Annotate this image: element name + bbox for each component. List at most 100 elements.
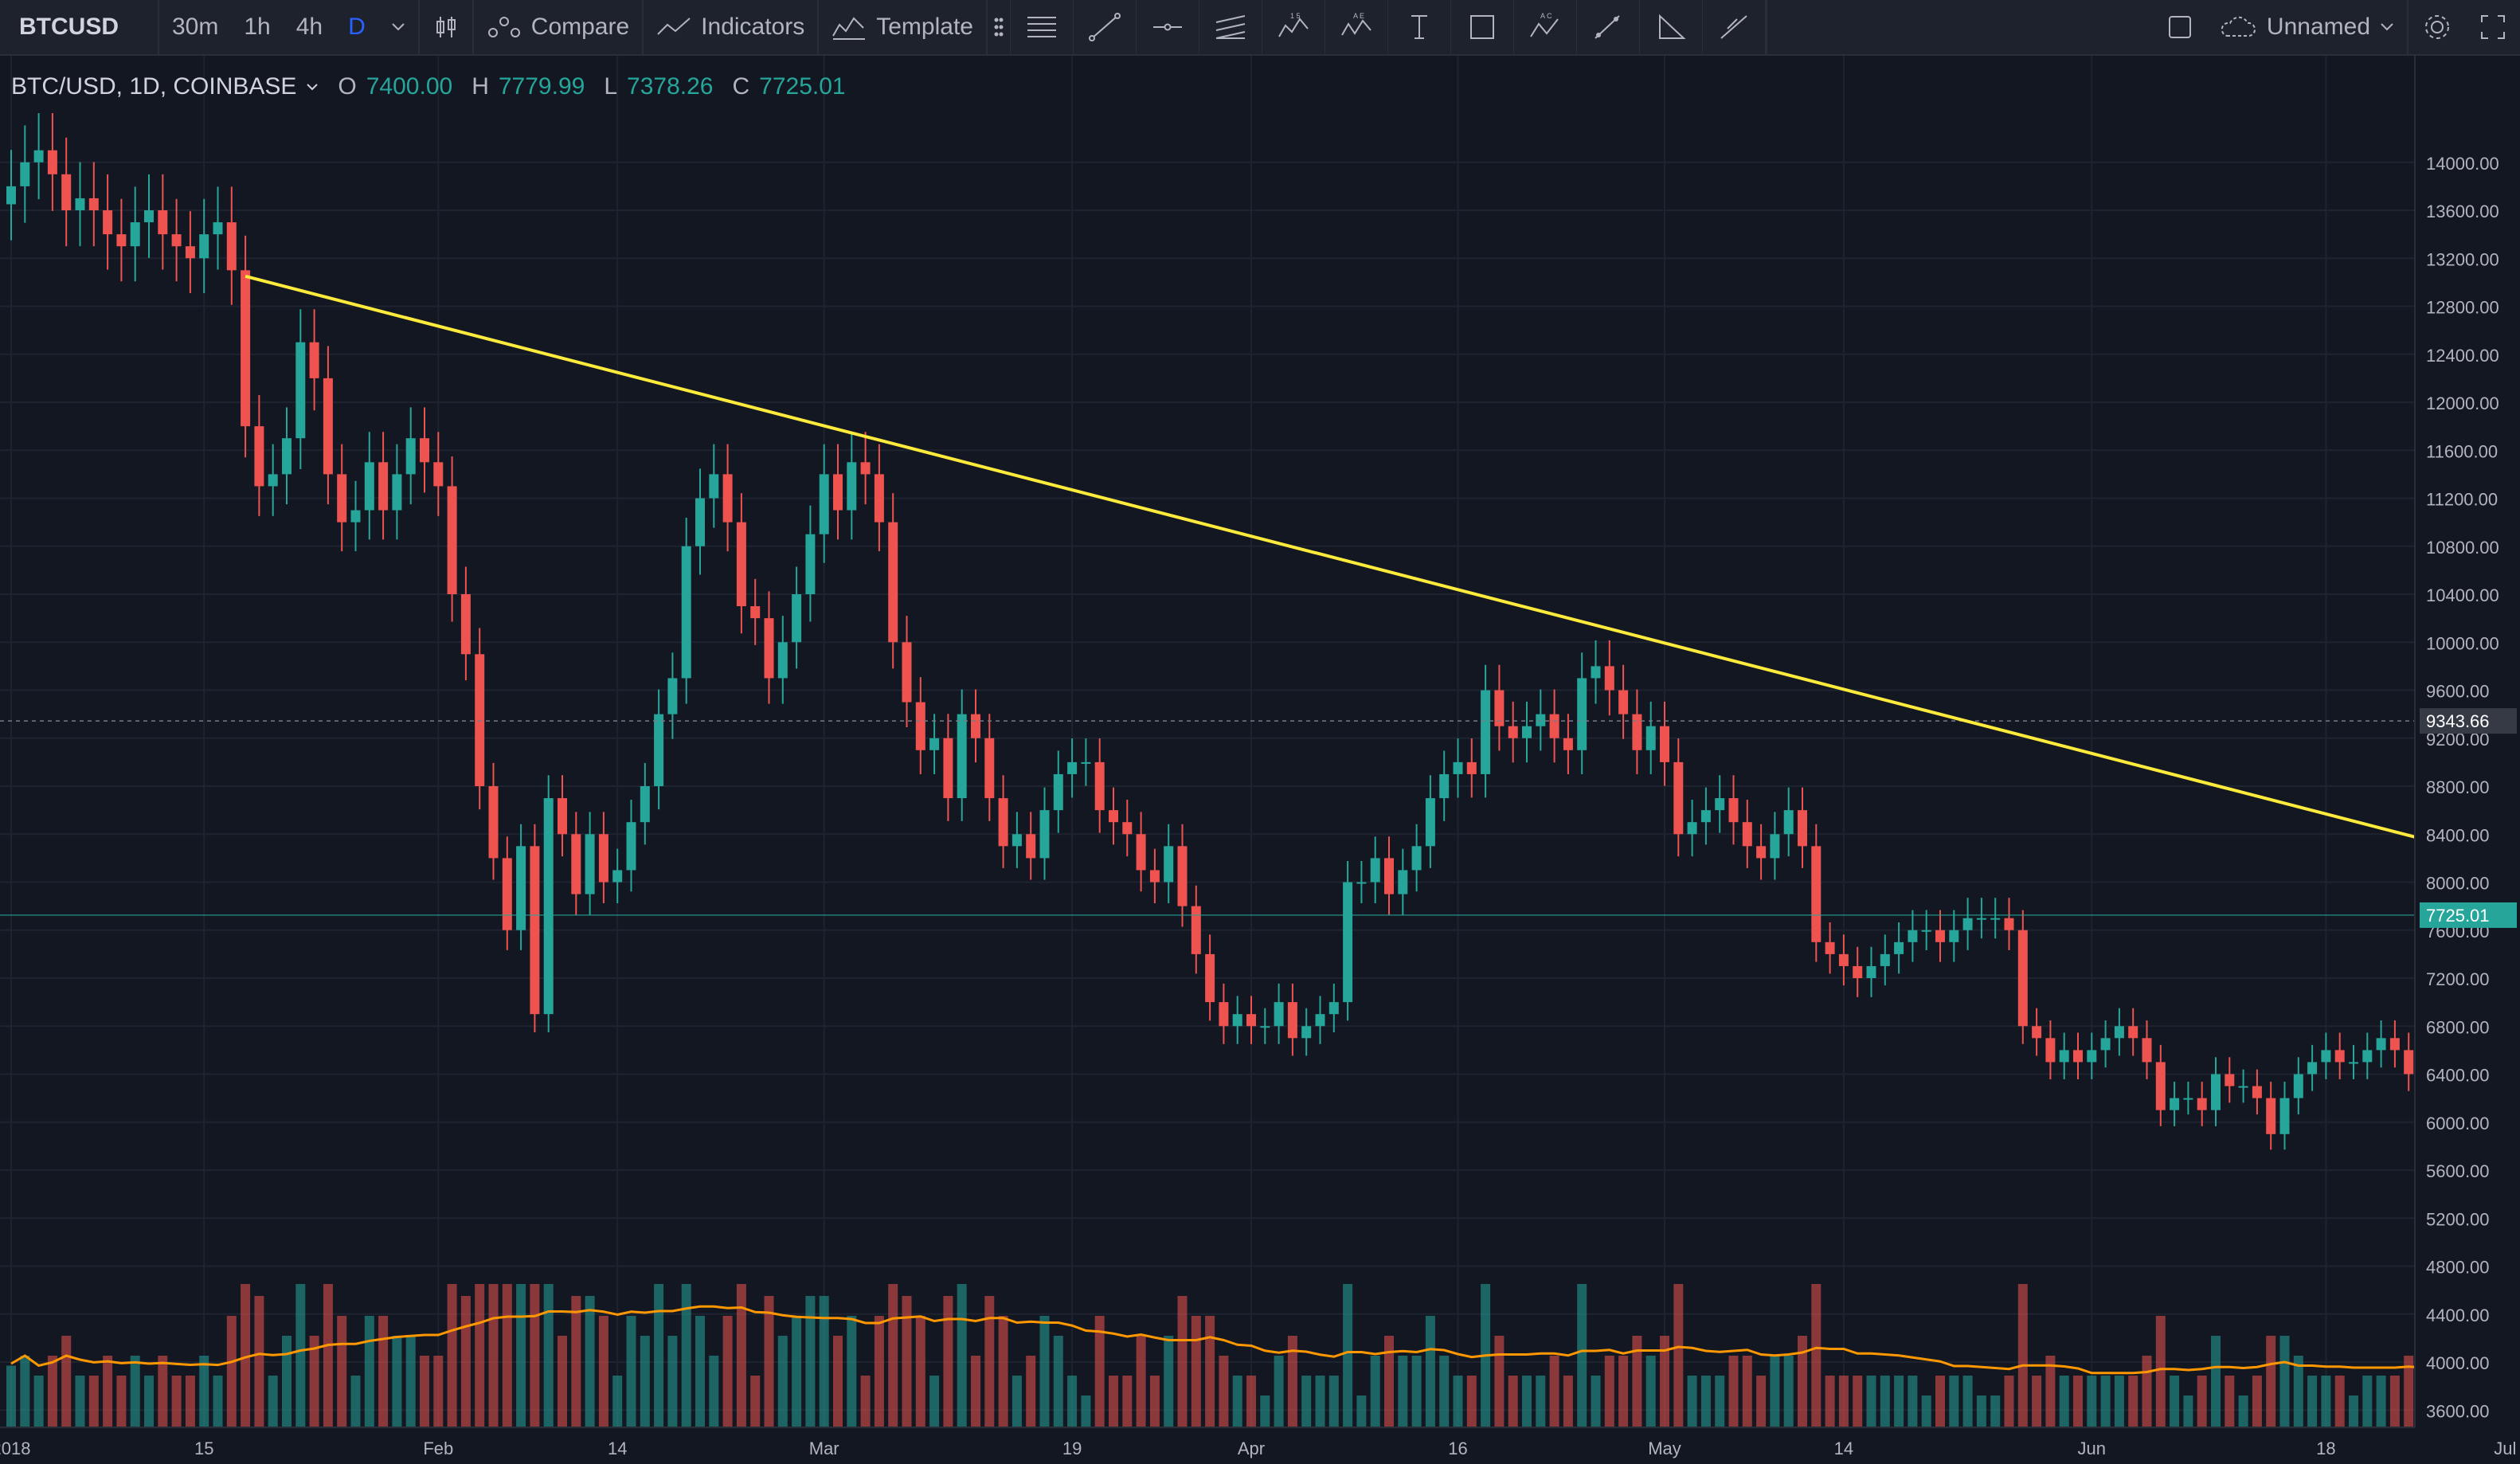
symbol-search-button[interactable]: BTCUSD	[19, 14, 119, 40]
candle-body	[2225, 1074, 2235, 1086]
candle-body	[2307, 1062, 2318, 1075]
interval-1h-button[interactable]: 1h	[244, 14, 271, 40]
candle-body	[254, 426, 264, 487]
volume-bar	[226, 1316, 237, 1427]
volume-bar	[2087, 1376, 2097, 1427]
candle-body	[1246, 1014, 1256, 1027]
interval-4h-button[interactable]: 4h	[295, 14, 323, 40]
candle-body	[1370, 858, 1380, 883]
candle-body	[2362, 1050, 2373, 1063]
chart-style-button[interactable]	[420, 0, 472, 54]
fullscreen-toggle-button[interactable]	[2154, 0, 2206, 54]
candle-body	[1026, 834, 1036, 859]
interval-30m-button[interactable]: 30m	[172, 14, 219, 40]
volume-bar	[1604, 1356, 1614, 1427]
volume-bar	[1109, 1376, 1118, 1427]
price-axis-tick-label: 10000.00	[2426, 633, 2499, 653]
elliott-wave-tool-icon[interactable]: 1 5	[1262, 0, 1325, 54]
candle-body	[654, 714, 664, 786]
volume-bar	[2142, 1356, 2152, 1427]
volume-bar	[2017, 1284, 2028, 1427]
legend-title[interactable]: BTC/USD, 1D, COINBASE	[11, 73, 297, 100]
candle-body	[1425, 798, 1435, 847]
candle-body	[1164, 846, 1174, 883]
volume-bar	[1756, 1376, 1767, 1427]
horizontal-lines-tool-icon[interactable]	[1011, 0, 1074, 54]
text-tool-icon[interactable]	[1388, 0, 1451, 54]
candle-body	[1700, 810, 1711, 823]
pitchfork-tool-icon[interactable]	[1199, 0, 1262, 54]
templates-label: Template	[876, 14, 973, 40]
price-axis-tick-label: 13600.00	[2426, 202, 2499, 221]
candle-body	[1770, 834, 1780, 859]
chart-legend: BTC/USD, 1D, COINBASE O 7400.00 H 7779.99 …	[11, 73, 846, 100]
trend-line-tool-icon[interactable]	[1074, 0, 1137, 54]
interval-d-button[interactable]: D	[348, 14, 366, 40]
candle-body	[1715, 798, 1725, 811]
candle-body	[971, 714, 980, 738]
candle-body	[460, 594, 471, 655]
candle-body	[268, 474, 278, 487]
volume-bar	[2197, 1376, 2207, 1427]
volume-bar	[709, 1356, 719, 1427]
toolbar-divider	[642, 0, 644, 54]
candle-body	[47, 150, 57, 174]
interval-dropdown-chevron-icon[interactable]	[378, 0, 418, 54]
volume-bar	[2059, 1376, 2069, 1427]
templates-button[interactable]: Template	[819, 0, 986, 54]
time-axis-tick-label: 15	[194, 1439, 213, 1458]
legend-close-key: C	[732, 73, 750, 100]
settings-button[interactable]	[2408, 0, 2466, 54]
volume-bar	[1205, 1316, 1215, 1427]
volume-bar	[2376, 1376, 2386, 1427]
volume-bar	[1700, 1376, 1711, 1427]
candle-body	[2293, 1074, 2303, 1098]
volume-bar	[130, 1356, 140, 1427]
abcde-pattern-tool-icon[interactable]: A E	[1325, 0, 1388, 54]
volume-bar	[433, 1356, 444, 1427]
volume-bar	[874, 1316, 884, 1427]
volume-bar	[2100, 1376, 2111, 1427]
candle-body	[1149, 870, 1160, 883]
candle-body	[1301, 1026, 1312, 1039]
volume-bar	[1274, 1356, 1284, 1427]
horizontal-ray-tool-icon[interactable]	[1137, 0, 1199, 54]
indicators-button[interactable]: Indicators	[644, 0, 817, 54]
candle-body	[1935, 930, 1945, 942]
brush-tool-icon[interactable]	[1577, 0, 1640, 54]
price-axis-background	[2415, 56, 2520, 1464]
price-axis-tick-label: 13200.00	[2426, 249, 2499, 269]
abcd-pattern-tool-icon[interactable]: A C	[1514, 0, 1577, 54]
candle-body	[805, 534, 816, 594]
time-axis-tick-label: Jul	[2494, 1439, 2516, 1458]
candle-body	[447, 486, 457, 594]
volume-bar	[681, 1284, 691, 1427]
candle-body	[764, 618, 774, 679]
price-axis-tick-label: 5600.00	[2426, 1161, 2490, 1181]
layout-save-button[interactable]: Unnamed	[2206, 0, 2407, 54]
volume-bar	[1673, 1284, 1684, 1427]
volume-bar	[323, 1284, 333, 1427]
volume-bar	[158, 1356, 168, 1427]
rectangle-tool-icon[interactable]	[1451, 0, 1514, 54]
candle-body	[530, 846, 540, 1015]
fib-tool-icon[interactable]	[1703, 0, 1766, 54]
candle-body	[1604, 666, 1614, 691]
candle-body	[1439, 773, 1450, 799]
chevron-down-icon[interactable]	[306, 83, 319, 91]
volume-bar	[2032, 1376, 2042, 1427]
volume-bar	[1990, 1395, 2001, 1427]
candle-body	[1384, 858, 1394, 894]
price-chart[interactable]: 3600.00 4000.00 4400.00 4800.00 5200.00 5600.…	[0, 56, 2520, 1464]
triangle-tool-icon[interactable]	[1640, 0, 1703, 54]
volume-bar	[1356, 1395, 1367, 1427]
candle-body	[2238, 1086, 2248, 1088]
volume-bar	[1591, 1376, 1601, 1427]
volume-bar	[1825, 1376, 1835, 1427]
volume-bar	[2045, 1356, 2056, 1427]
expand-button[interactable]	[2466, 0, 2520, 54]
compare-button[interactable]: Compare	[474, 0, 642, 54]
candle-body	[1838, 953, 1849, 966]
crosshair-price-label: 9343.66	[2426, 711, 2490, 731]
drag-handle-icon[interactable]	[988, 0, 1011, 54]
